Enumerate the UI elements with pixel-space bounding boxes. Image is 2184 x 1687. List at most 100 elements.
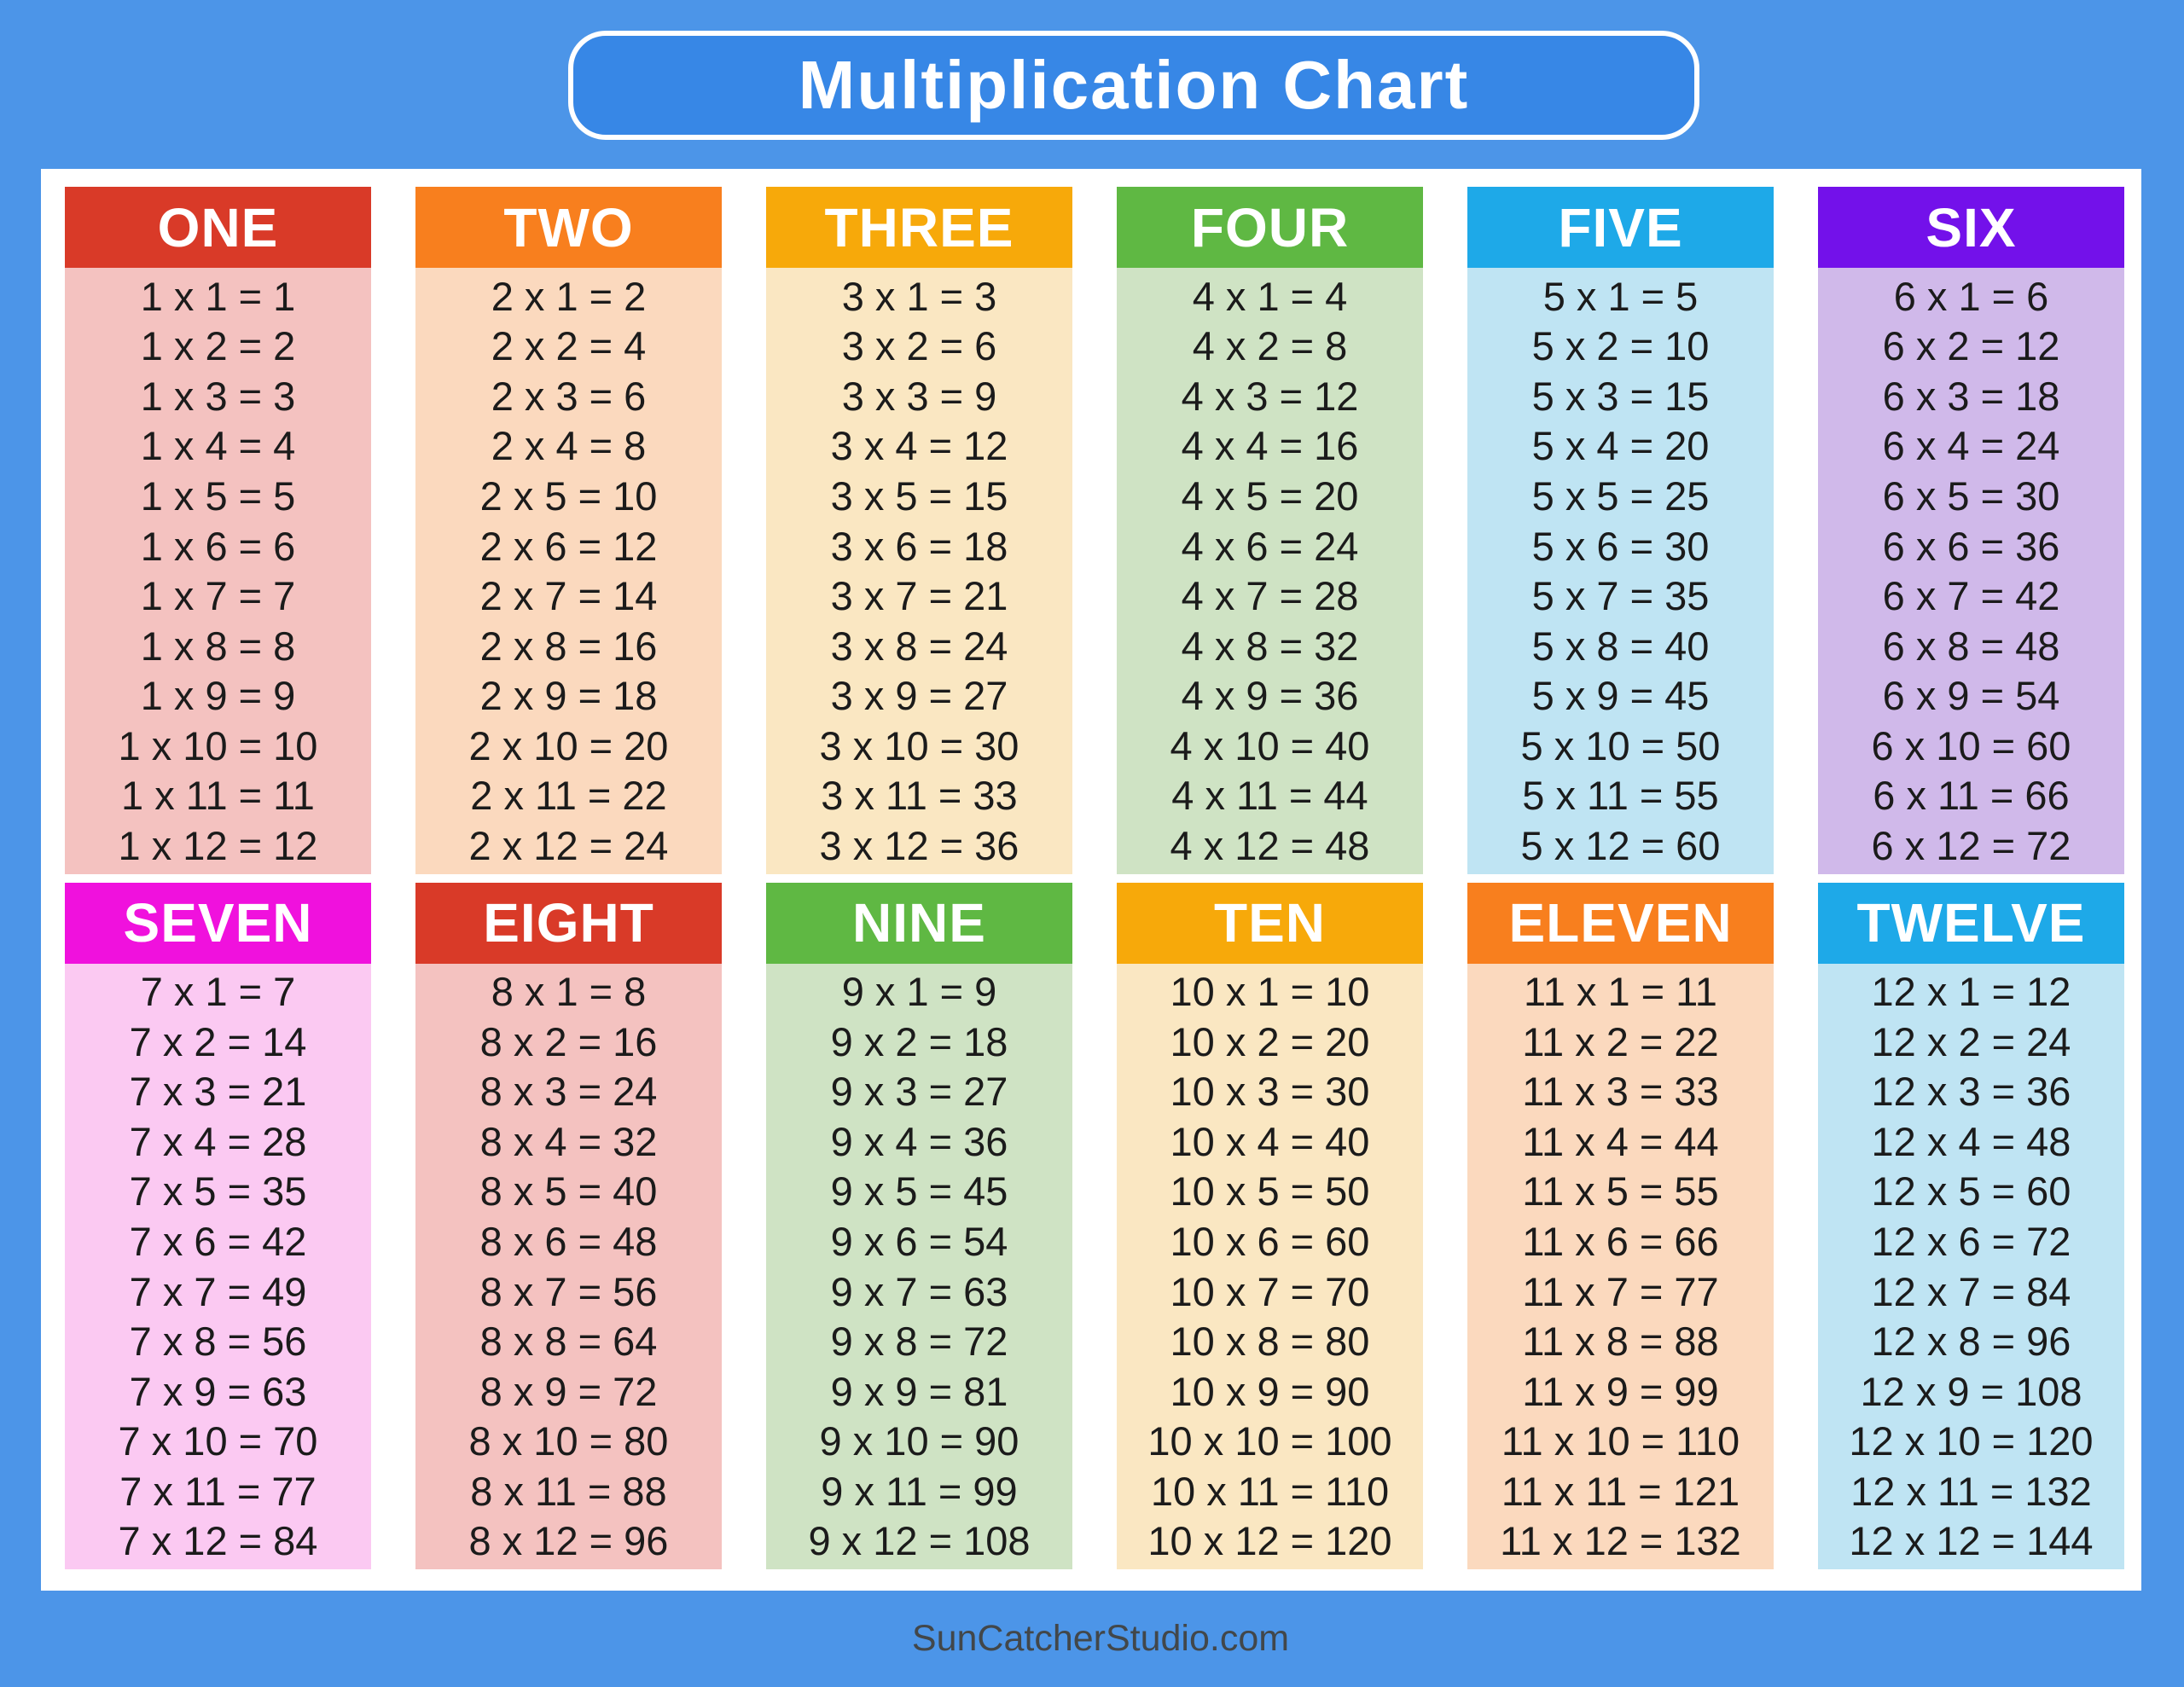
fact-cell: 3 x 6 = 18 — [830, 523, 1008, 569]
fact-list: 10 x 1 = 10 10 x 2 = 20 10 x 3 = 30 10 x 4 … — [1117, 964, 1423, 1570]
fact-cell: 12 x 8 = 96 — [1871, 1319, 2071, 1365]
fact-cell: 10 x 5 = 50 — [1170, 1168, 1370, 1215]
fact-cell: 4 x 9 = 36 — [1181, 673, 1359, 719]
page-title: Multiplication Chart — [798, 47, 1470, 123]
fact-cell: 9 x 8 = 72 — [830, 1319, 1008, 1365]
fact-cell: 7 x 1 = 7 — [140, 969, 296, 1015]
column-title: SIX — [1926, 196, 2017, 258]
fact-cell: 1 x 2 = 2 — [140, 323, 296, 369]
fact-cell: 1 x 11 = 11 — [121, 773, 315, 819]
fact-cell: 5 x 5 = 25 — [1531, 472, 1710, 519]
fact-cell: 8 x 2 = 16 — [479, 1018, 658, 1064]
column-header: TEN — [1117, 882, 1423, 964]
fact-cell: 7 x 9 = 63 — [129, 1368, 307, 1414]
fact-cell: 4 x 4 = 16 — [1181, 423, 1359, 469]
column-header: TWELVE — [1818, 882, 2124, 964]
fact-cell: 5 x 4 = 20 — [1531, 423, 1710, 469]
fact-cell: 11 x 1 = 11 — [1524, 969, 1717, 1015]
footer-credit: SunCatcherStudio.com — [911, 1618, 1290, 1659]
fact-cell: 2 x 9 = 18 — [479, 673, 658, 719]
fact-cell: 11 x 4 = 44 — [1522, 1118, 1719, 1164]
fact-cell: 7 x 5 = 35 — [129, 1168, 307, 1215]
fact-cell: 10 x 4 = 40 — [1170, 1118, 1370, 1164]
fact-cell: 11 x 8 = 88 — [1522, 1319, 1719, 1365]
fact-cell: 6 x 3 = 18 — [1882, 373, 2060, 419]
fact-cell: 6 x 6 = 36 — [1882, 523, 2060, 569]
fact-cell: 6 x 11 = 66 — [1873, 773, 2070, 819]
fact-cell: 11 x 10 = 110 — [1501, 1418, 1740, 1464]
column-header: ONE — [65, 187, 371, 268]
fact-cell: 2 x 12 = 24 — [468, 822, 669, 868]
fact-cell: 7 x 4 = 28 — [129, 1118, 307, 1164]
column-header: ELEVEN — [1467, 882, 1774, 964]
fact-cell: 4 x 10 = 40 — [1170, 722, 1370, 768]
fact-cell: 5 x 8 = 40 — [1531, 623, 1710, 669]
fact-cell: 9 x 2 = 18 — [830, 1018, 1008, 1064]
fact-cell: 1 x 5 = 5 — [140, 472, 296, 519]
fact-cell: 6 x 10 = 60 — [1871, 722, 2071, 768]
fact-cell: 5 x 11 = 55 — [1522, 773, 1719, 819]
fact-cell: 6 x 1 = 6 — [1893, 273, 2049, 319]
fact-cell: 2 x 10 = 20 — [468, 722, 669, 768]
fact-cell: 10 x 10 = 100 — [1147, 1418, 1392, 1464]
fact-cell: 1 x 4 = 4 — [140, 423, 296, 469]
fact-cell: 8 x 1 = 8 — [491, 969, 647, 1015]
fact-cell: 2 x 4 = 8 — [491, 423, 647, 469]
column-title: NINE — [852, 892, 986, 954]
fact-cell: 5 x 9 = 45 — [1531, 673, 1710, 719]
fact-cell: 10 x 12 = 120 — [1147, 1518, 1392, 1564]
fact-cell: 7 x 7 = 49 — [129, 1268, 307, 1314]
column-header: SEVEN — [65, 882, 371, 964]
fact-cell: 8 x 12 = 96 — [468, 1518, 669, 1564]
fact-cell: 4 x 11 = 44 — [1171, 773, 1368, 819]
fact-cell: 3 x 10 = 30 — [819, 722, 1019, 768]
fact-cell: 8 x 5 = 40 — [479, 1168, 658, 1215]
fact-cell: 2 x 1 = 2 — [491, 273, 647, 319]
fact-cell: 11 x 11 = 121 — [1501, 1468, 1740, 1514]
fact-cell: 4 x 5 = 20 — [1181, 472, 1359, 519]
fact-cell: 6 x 4 = 24 — [1882, 423, 2060, 469]
fact-cell: 4 x 1 = 4 — [1192, 273, 1348, 319]
fact-cell: 11 x 2 = 22 — [1522, 1018, 1719, 1064]
fact-cell: 7 x 8 = 56 — [129, 1319, 307, 1365]
column-title: FOUR — [1190, 196, 1350, 258]
fact-cell: 9 x 11 = 99 — [821, 1468, 1018, 1514]
column-header: TWO — [415, 187, 722, 268]
fact-cell: 12 x 4 = 48 — [1871, 1118, 2071, 1164]
fact-cell: 1 x 7 = 7 — [140, 573, 296, 619]
fact-cell: 7 x 3 = 21 — [129, 1069, 307, 1115]
fact-cell: 7 x 6 = 42 — [129, 1219, 307, 1264]
fact-cell: 11 x 12 = 132 — [1500, 1518, 1741, 1564]
column-title: TWO — [503, 196, 634, 258]
fact-cell: 5 x 7 = 35 — [1531, 573, 1710, 619]
fact-cell: 10 x 7 = 70 — [1170, 1268, 1370, 1314]
column-title: SEVEN — [123, 892, 313, 954]
fact-cell: 3 x 1 = 3 — [841, 273, 997, 319]
times-table-column: TWELVE 12 x 1 = 12 12 x 2 = 24 12 x 3 = 36… — [1818, 882, 2124, 1569]
fact-cell: 4 x 2 = 8 — [1192, 323, 1348, 369]
fact-cell: 9 x 9 = 81 — [830, 1368, 1008, 1414]
fact-cell: 4 x 3 = 12 — [1181, 373, 1359, 419]
fact-cell: 9 x 5 = 45 — [830, 1168, 1008, 1215]
fact-cell: 4 x 7 = 28 — [1181, 573, 1359, 619]
column-header: FIVE — [1467, 187, 1774, 268]
column-header: THREE — [766, 187, 1072, 268]
fact-cell: 2 x 2 = 4 — [491, 323, 647, 369]
fact-cell: 8 x 6 = 48 — [479, 1219, 658, 1264]
fact-cell: 6 x 12 = 72 — [1871, 822, 2071, 868]
fact-cell: 2 x 7 = 14 — [479, 573, 658, 619]
fact-cell: 8 x 8 = 64 — [479, 1319, 658, 1365]
fact-cell: 7 x 12 = 84 — [118, 1518, 318, 1564]
fact-cell: 10 x 2 = 20 — [1170, 1018, 1370, 1064]
fact-cell: 10 x 11 = 110 — [1150, 1468, 1390, 1514]
